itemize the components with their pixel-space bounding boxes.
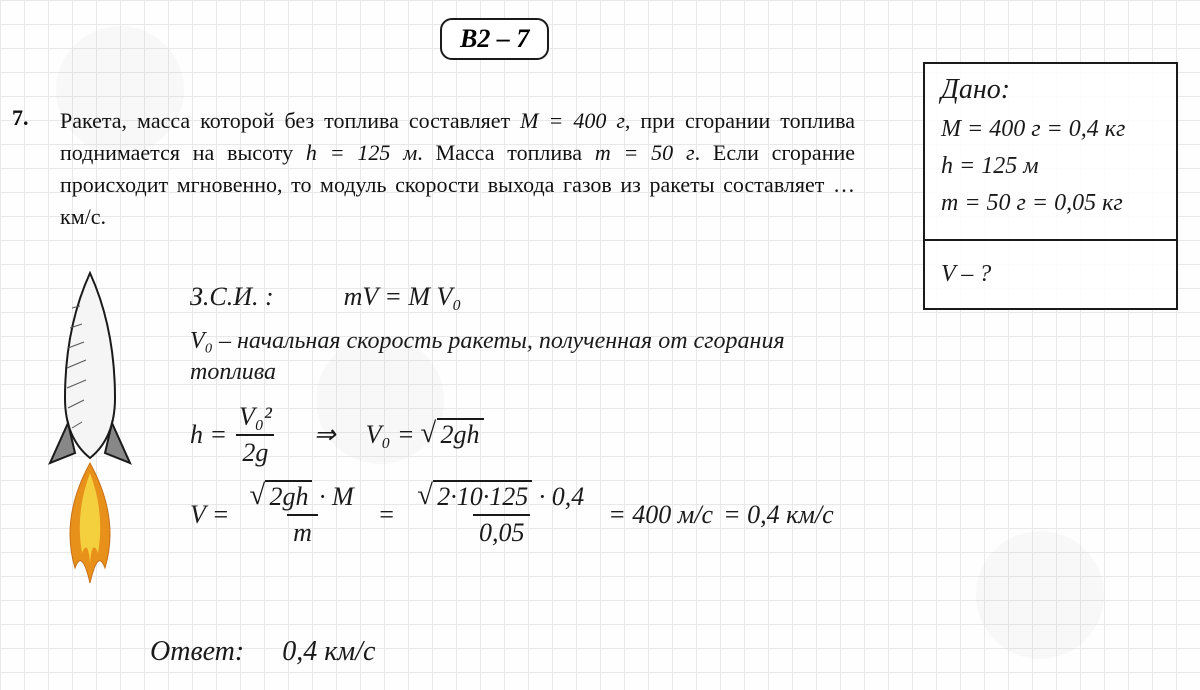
problem-number: 7. [12, 105, 29, 131]
answer-value: 0,4 км/с [282, 636, 375, 667]
problem-header-box: В2 – 7 [440, 18, 549, 60]
v0-description: V₀ – начальная скорость ракеты, полученн… [190, 326, 830, 388]
problem-header-label: В2 – 7 [460, 24, 529, 53]
text-part: . Масса топлива [417, 140, 595, 165]
v-f1-den: m [287, 514, 318, 548]
v-f1-tail: · M [312, 482, 353, 511]
given-title: Дано: [941, 74, 1164, 106]
text-math: m = 50 г [595, 140, 695, 165]
v-f2-sqrt: 2·10·125 [433, 480, 532, 511]
h-frac-num: V₀² [233, 402, 278, 434]
implies: ⇒ [314, 420, 336, 450]
h-frac-den: 2g [236, 434, 274, 468]
given-line: M = 400 г = 0,4 кг [941, 116, 1164, 143]
result-2: = 0,4 км/с [723, 500, 834, 530]
given-line: h = 125 м [941, 153, 1164, 180]
solution-work: З.С.И. : mV = M V₀ V₀ – начальная скорос… [190, 268, 1110, 562]
v0-eq: V₀ = [366, 420, 415, 450]
answer-label: Ответ: [150, 636, 244, 667]
v-f1-sqrt: 2gh [265, 480, 312, 511]
law-equation: mV = M V₀ [344, 282, 462, 312]
result-1: = 400 м/с [608, 500, 713, 530]
v0-sqrt: 2gh [437, 418, 484, 449]
problem-statement: Ракета, масса которой без топлива состав… [60, 105, 855, 233]
law-label: З.С.И. : [190, 282, 274, 312]
text-part: Ракета, масса которой без топлива состав… [60, 108, 520, 133]
v-eq: V = [190, 500, 229, 530]
rocket-drawing [20, 268, 160, 588]
h-eq-lhs: h = [190, 420, 227, 450]
v-f2-den: 0,05 [473, 514, 531, 548]
given-line: m = 50 г = 0,05 кг [941, 190, 1164, 217]
answer-line: Ответ: 0,4 км/с [150, 636, 375, 668]
text-math: M = 400 г [520, 108, 625, 133]
v-f2-tail: · 0,4 [532, 482, 584, 511]
eq-sign: = [378, 500, 396, 530]
text-math: h = 125 м [306, 140, 417, 165]
